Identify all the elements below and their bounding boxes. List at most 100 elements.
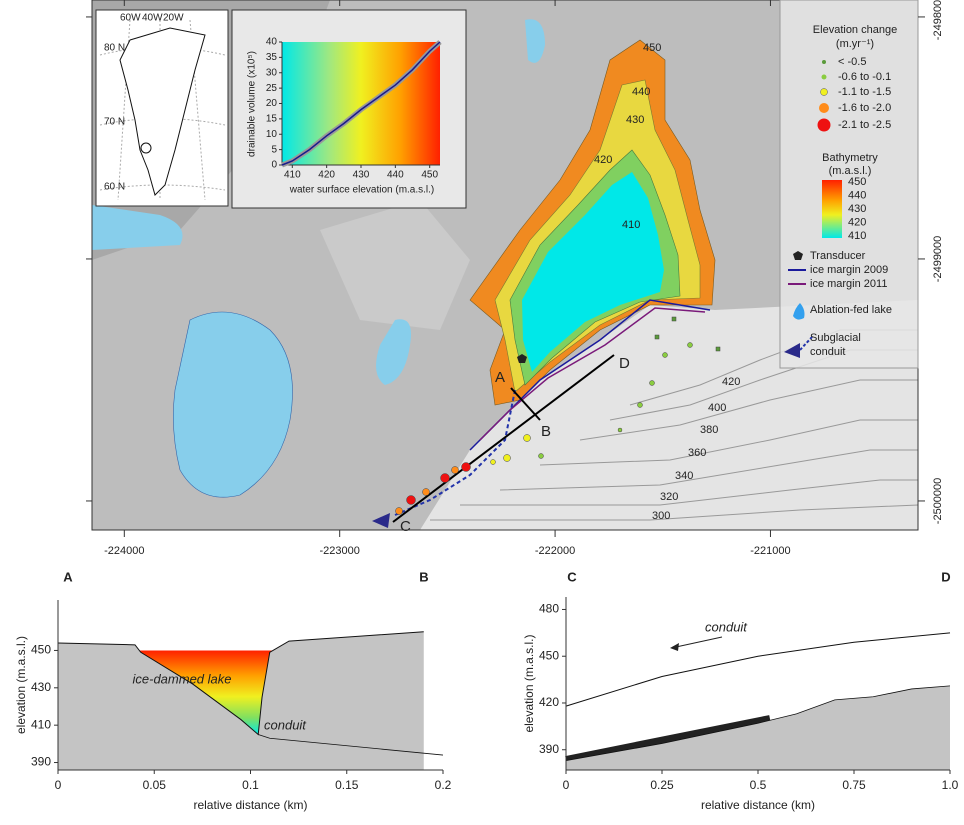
legend-title: Elevation change: [813, 24, 897, 36]
point-label: D: [619, 355, 630, 372]
bed-line: [565, 685, 951, 762]
x-tick-label: 450: [421, 170, 438, 181]
annotation: conduit: [705, 619, 748, 634]
y-tick-label: -2498000: [932, 0, 944, 40]
x-tick-label: 0.25: [650, 778, 674, 792]
y-axis-label: elevation (m.a.s.l.): [522, 634, 536, 732]
lake: [525, 19, 545, 63]
ground-fill: [566, 685, 950, 770]
x-tick-label: 0: [563, 778, 570, 792]
legend-unit: (m.yr⁻¹): [836, 38, 874, 50]
x-tick-label: 410: [284, 170, 301, 181]
profile-chart: 0 0.05 0.1 0.15 0.2 390 410 430 450 relative dist…: [14, 569, 451, 812]
legend-label: -1.1 to -1.5: [838, 86, 891, 98]
y-tick-label: 0: [271, 160, 277, 171]
x-axis-label: water surface elevation (m.a.s.l.): [289, 185, 435, 196]
panel-label: A: [63, 569, 73, 584]
contour-label: 380: [700, 424, 718, 436]
x-tick-label: 1.0: [942, 778, 959, 792]
x-tick-label: -223000: [320, 545, 360, 557]
y-axis-label: elevation (m.a.s.l.): [14, 636, 28, 734]
surface-line: [565, 632, 951, 707]
bed-line: [258, 734, 444, 756]
contour-label: 410: [622, 219, 640, 231]
x-tick-label: 0.1: [242, 778, 259, 792]
lake: [92, 205, 183, 250]
colorbar-label: 440: [848, 189, 866, 201]
y-tick-label: 390: [31, 755, 51, 769]
x-tick-label: 0.2: [435, 778, 452, 792]
contour-label: 430: [626, 114, 644, 126]
colorbar: [822, 180, 842, 238]
contour-label: 360: [688, 447, 706, 459]
y-tick-label: 450: [539, 648, 559, 662]
lat-label: 80 N: [104, 43, 125, 54]
y-tick-label: 30: [266, 67, 278, 78]
point-label: A: [495, 369, 505, 386]
colorbar-label: 410: [848, 230, 866, 242]
legend-label: -0.6 to -0.1: [838, 71, 891, 83]
x-tick-label: 0: [55, 778, 62, 792]
y-tick-label: 10: [266, 129, 278, 140]
contour-label: 300: [652, 510, 670, 522]
y-tick-label: 410: [31, 717, 51, 731]
x-tick-label: -222000: [535, 545, 575, 557]
y-tick-label: 5: [271, 144, 277, 155]
flow-arrow: [675, 636, 723, 648]
surface-contours: [430, 329, 919, 521]
contour-label: 440: [632, 86, 650, 98]
y-tick-label: 40: [266, 37, 278, 48]
contour-label: 420: [722, 376, 740, 388]
x-tick-label: 0.15: [335, 778, 359, 792]
x-axis-label: relative distance (km): [193, 798, 307, 812]
legend-label: -2.1 to -2.5: [838, 119, 891, 131]
y-axis-label: drainable volume (x10⁵): [247, 51, 258, 157]
conduit-shape: [565, 715, 771, 764]
annotation: ice-dammed lake: [133, 671, 232, 686]
point-label: B: [541, 423, 551, 440]
legend-label: < -0.5: [838, 56, 866, 68]
legend-symbol: [817, 118, 831, 132]
conduit-arrow: [372, 513, 390, 528]
ground-fill: [58, 631, 424, 770]
point-label: C: [400, 518, 411, 535]
legend-symbol: [821, 74, 827, 80]
legend-label: Transducer: [810, 250, 866, 262]
legend-symbol: [822, 60, 826, 64]
panel-label: C: [567, 569, 577, 584]
inset-chart: water surface elevation (m.a.s.l.) drain…: [231, 9, 467, 209]
profile-chart: 0 0.25 0.5 0.75 1.0 390 420 450 480 relative dist…: [522, 569, 958, 812]
legend-symbol: [793, 251, 803, 260]
colorbar-label: 450: [848, 176, 866, 188]
conduit-path: [394, 389, 516, 516]
y-tick-label: 430: [31, 680, 51, 694]
x-tick-label: 0.5: [750, 778, 767, 792]
y-tick-label: 25: [266, 83, 278, 94]
legend-symbol: [819, 103, 829, 113]
y-tick-label: 35: [266, 52, 278, 63]
contour-label: 400: [708, 402, 726, 414]
x-tick-label: -224000: [104, 545, 144, 557]
y-tick-label: 390: [539, 742, 559, 756]
x-tick-label: 430: [353, 170, 370, 181]
legend-label: Ablation-fed lake: [810, 304, 892, 316]
contour-label: 420: [594, 154, 612, 166]
contour-label: 340: [675, 470, 693, 482]
panel-label: D: [941, 569, 950, 584]
x-tick-label: 440: [387, 170, 404, 181]
legend-label: ice margin 2011: [810, 278, 887, 290]
lat-label: 60 N: [104, 182, 125, 193]
terrain-light: [320, 200, 470, 330]
lon-label: 40W: [142, 13, 163, 24]
legend-symbol: [784, 343, 800, 358]
legend-label: Subglacial: [810, 332, 861, 344]
legend-symbol: [820, 88, 828, 96]
volume-curve: [281, 41, 441, 166]
legend-label: -1.6 to -2.0: [838, 102, 891, 114]
legend-label: ice margin 2009: [810, 264, 888, 276]
greenland: [119, 27, 206, 196]
y-tick-label: -2500000: [932, 478, 944, 524]
y-tick-label: 420: [539, 695, 559, 709]
contour-label: 320: [660, 491, 678, 503]
